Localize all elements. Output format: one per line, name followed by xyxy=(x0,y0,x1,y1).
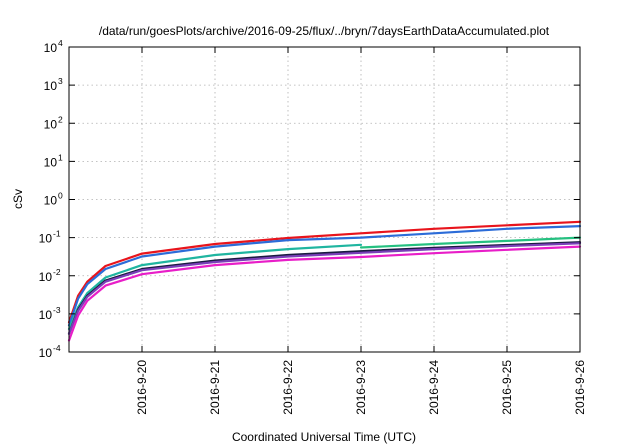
y-tick-label: 10 1 xyxy=(44,152,63,169)
x-tick-label: 2016-9-26 xyxy=(573,360,587,415)
y-tick-label: 10 -3 xyxy=(39,305,61,322)
series-line-1 xyxy=(67,220,582,324)
y-tick-label-base: 10 xyxy=(39,346,53,360)
y-tick-label-exponent: 1 xyxy=(58,152,63,162)
chart-title: /data/run/goesPlots/archive/2016-09-25/f… xyxy=(99,24,550,38)
y-tick-label-base: 10 xyxy=(39,232,53,246)
series-line-7 xyxy=(67,245,582,342)
y-tick-label: 10 4 xyxy=(44,38,63,55)
x-tick-label: 2016-9-25 xyxy=(500,360,514,415)
y-tick-label: 10 -2 xyxy=(39,267,61,284)
y-tick-label-exponent: -3 xyxy=(53,305,61,315)
y-tick-label: 10 2 xyxy=(44,114,63,131)
axis-ticks xyxy=(68,46,581,353)
y-tick-label-exponent: -2 xyxy=(53,267,61,277)
y-tick-label-base: 10 xyxy=(44,41,58,55)
series-group xyxy=(67,220,582,342)
grid xyxy=(69,47,580,352)
y-tick-label: 10 -4 xyxy=(39,343,61,360)
x-tick-label: 2016-9-21 xyxy=(208,360,222,415)
y-tick-label-exponent: -1 xyxy=(53,229,61,239)
series-line-6 xyxy=(67,242,582,335)
y-tick-label-base: 10 xyxy=(44,79,58,93)
y-tick-label-exponent: 4 xyxy=(58,38,63,48)
y-axis-label: cSv xyxy=(11,189,25,209)
y-tick-label-exponent: 3 xyxy=(58,76,63,86)
x-tick-label: 2016-9-23 xyxy=(354,360,368,415)
y-tick-label-base: 10 xyxy=(44,155,58,169)
y-tick-label-base: 10 xyxy=(39,270,53,284)
y-tick-label-exponent: 0 xyxy=(58,191,63,201)
x-axis-tick-labels: 2016-9-20 2016-9-21 2016-9-22 2016-9-23 2016… xyxy=(135,360,587,415)
x-axis-label: Coordinated Universal Time (UTC) xyxy=(232,430,416,444)
x-tick-label: 2016-9-22 xyxy=(281,360,295,415)
y-tick-label: 10 0 xyxy=(44,191,63,208)
y-tick-label-base: 10 xyxy=(44,117,58,131)
y-tick-label: 10 -1 xyxy=(39,229,61,246)
y-tick-label: 10 3 xyxy=(44,76,63,93)
y-tick-label-exponent: -4 xyxy=(53,343,61,353)
x-tick-label: 2016-9-20 xyxy=(135,360,149,415)
x-tick-label: 2016-9-24 xyxy=(427,360,441,415)
series-line-3 xyxy=(67,243,363,331)
series-line-4 xyxy=(359,236,582,249)
y-tick-label-exponent: 2 xyxy=(58,114,63,124)
y-tick-label-base: 10 xyxy=(39,308,53,322)
y-tick-label-base: 10 xyxy=(44,194,58,208)
series-line-2 xyxy=(67,225,582,327)
